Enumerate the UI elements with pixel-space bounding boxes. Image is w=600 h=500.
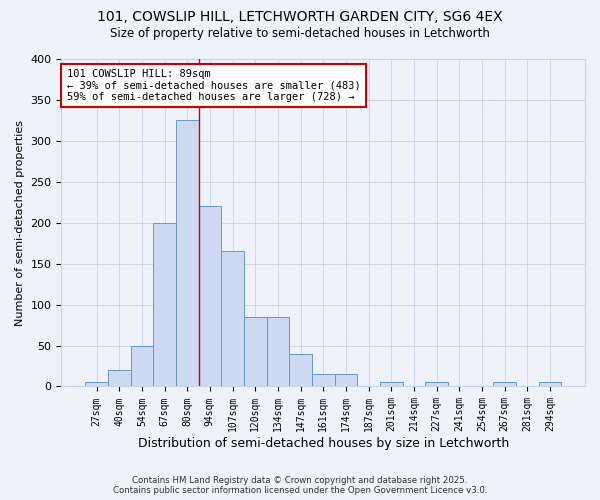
Bar bbox=[335, 374, 357, 386]
Bar bbox=[493, 382, 516, 386]
Text: 101 COWSLIP HILL: 89sqm
← 39% of semi-detached houses are smaller (483)
59% of s: 101 COWSLIP HILL: 89sqm ← 39% of semi-de… bbox=[67, 69, 361, 102]
Bar bbox=[85, 382, 108, 386]
Bar bbox=[312, 374, 335, 386]
Bar bbox=[131, 346, 153, 387]
Text: 101, COWSLIP HILL, LETCHWORTH GARDEN CITY, SG6 4EX: 101, COWSLIP HILL, LETCHWORTH GARDEN CIT… bbox=[97, 10, 503, 24]
Text: Contains HM Land Registry data © Crown copyright and database right 2025.
Contai: Contains HM Land Registry data © Crown c… bbox=[113, 476, 487, 495]
Bar bbox=[539, 382, 561, 386]
Bar bbox=[153, 222, 176, 386]
Bar bbox=[380, 382, 403, 386]
Bar bbox=[176, 120, 199, 386]
Bar bbox=[266, 317, 289, 386]
Bar bbox=[108, 370, 131, 386]
Bar bbox=[244, 317, 266, 386]
Text: Size of property relative to semi-detached houses in Letchworth: Size of property relative to semi-detach… bbox=[110, 28, 490, 40]
X-axis label: Distribution of semi-detached houses by size in Letchworth: Distribution of semi-detached houses by … bbox=[137, 437, 509, 450]
Bar bbox=[199, 206, 221, 386]
Bar bbox=[221, 252, 244, 386]
Bar bbox=[425, 382, 448, 386]
Bar bbox=[289, 354, 312, 386]
Y-axis label: Number of semi-detached properties: Number of semi-detached properties bbox=[15, 120, 25, 326]
